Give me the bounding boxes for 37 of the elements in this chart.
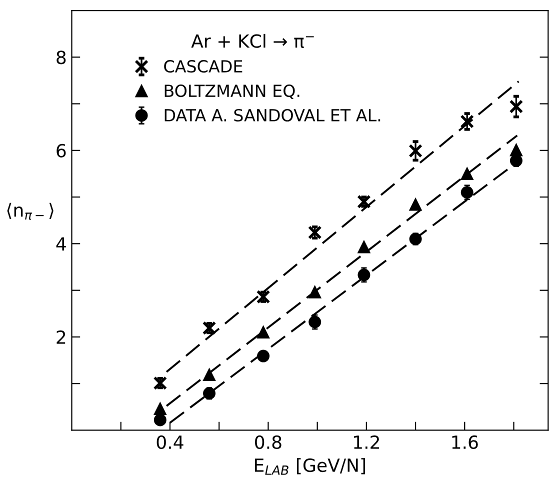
legend-title: Ar + KCl → π$^{−}$ (191, 34, 314, 48)
point (358, 240, 370, 254)
point (203, 387, 216, 400)
point (202, 321, 216, 336)
point (358, 268, 370, 282)
point (408, 144, 422, 158)
y-axis-title: ⟨n$_{π−}$⟩ (7, 202, 54, 220)
point (357, 194, 371, 209)
x-axis-title: E$_{LAB}$ [GeV/N] (255, 458, 366, 475)
y-tick-label: 2 (56, 330, 66, 344)
point (154, 402, 166, 415)
point (308, 316, 322, 328)
legend-label: BOLTZMANN EQ. (164, 84, 300, 99)
point (460, 167, 474, 180)
point (409, 198, 422, 211)
point (153, 376, 168, 390)
legend-label: CASCADE (164, 60, 242, 73)
point (460, 114, 474, 128)
x-tick-label: 0.8 (255, 435, 282, 450)
point (460, 186, 474, 199)
point (409, 232, 422, 246)
point (510, 144, 522, 156)
point (203, 368, 216, 381)
point (308, 226, 322, 240)
legend-label: DATA A. SANDOVAL ET AL. (164, 108, 380, 122)
x-tick-label: 1.6 (452, 435, 478, 450)
point (257, 350, 270, 362)
point (256, 290, 270, 304)
y-tick-label: 6 (56, 144, 66, 158)
point (308, 286, 322, 298)
y-tick-label: 8 (56, 50, 66, 64)
point (154, 414, 166, 426)
x-tick-label: 0.4 (156, 435, 184, 450)
x-tick-label: 1.2 (354, 435, 379, 449)
y-tick-label: 4 (56, 237, 66, 251)
point (509, 100, 524, 114)
point (257, 326, 270, 339)
